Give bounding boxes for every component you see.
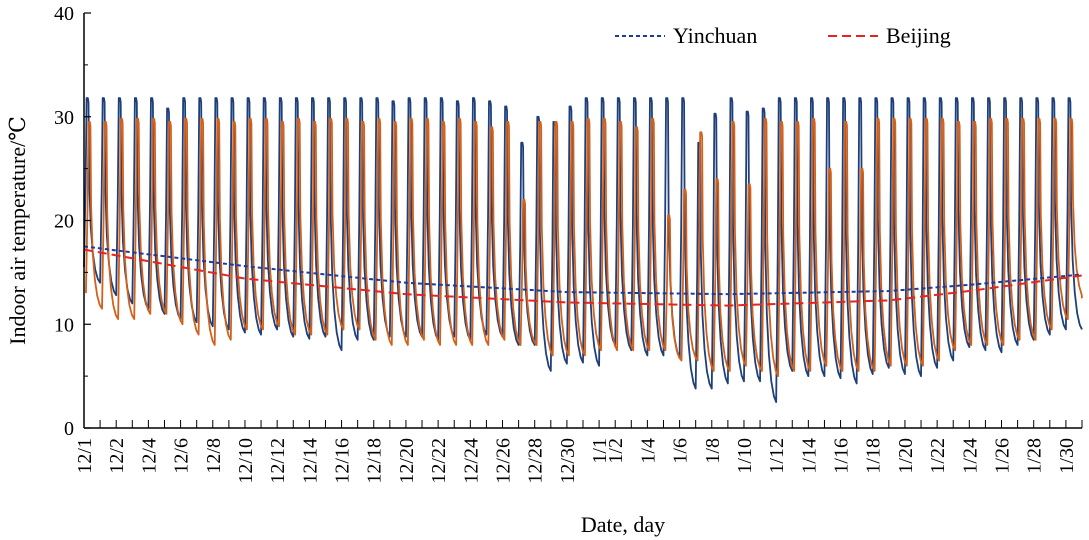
x-tick-label: 12/28 xyxy=(525,438,547,484)
x-tick-label: 12/18 xyxy=(364,438,386,484)
y-tick-label: 10 xyxy=(54,314,74,336)
y-axis-title: Indoor air temperature/℃ xyxy=(5,116,30,345)
x-tick-label: 1/6 xyxy=(670,438,692,464)
measured-line-yinchuan xyxy=(83,97,1083,403)
x-tick-label: 1/4 xyxy=(637,438,659,464)
x-tick-label: 1/2 xyxy=(605,438,627,464)
x-axis-title: Date, day xyxy=(581,512,665,537)
x-tick-label: 12/8 xyxy=(203,438,225,474)
x-tick-label: 12/30 xyxy=(557,438,579,484)
x-tick-label: 1/26 xyxy=(992,438,1014,474)
x-tick-label: 1/24 xyxy=(959,438,981,474)
x-tick-label: 1/16 xyxy=(831,438,853,474)
x-tick-label: 12/26 xyxy=(493,438,515,484)
x-tick-label: 12/24 xyxy=(460,438,482,484)
x-tick-label: 12/1 xyxy=(74,438,96,474)
trend-series-layer xyxy=(83,245,1083,307)
x-tick-label: 12/20 xyxy=(396,438,418,484)
legend: Yinchuan Beijing xyxy=(615,23,951,48)
measured-line-beijing xyxy=(85,117,1083,378)
x-tick-label: 12/12 xyxy=(267,438,289,484)
legend-label-beijing: Beijing xyxy=(886,23,951,48)
x-tick-label: 1/22 xyxy=(927,438,949,474)
x-tick-label: 1/8 xyxy=(702,438,724,464)
trend-line-beijing xyxy=(83,248,1083,307)
x-tick-label: 12/14 xyxy=(299,438,321,484)
x-tick-label: 12/2 xyxy=(106,438,128,474)
x-tick-label: 1/14 xyxy=(798,438,820,474)
x-tick-label: 1/30 xyxy=(1056,438,1078,474)
y-tick-label: 20 xyxy=(54,211,74,233)
x-tick-label: 1/1 xyxy=(589,438,611,464)
x-tick-label: 12/6 xyxy=(171,438,193,474)
y-tick-label: 40 xyxy=(54,3,74,25)
x-tick-label: 12/16 xyxy=(332,438,354,484)
x-tick-label: 12/22 xyxy=(428,438,450,484)
x-tick-label: 1/10 xyxy=(734,438,756,474)
y-tick-label: 30 xyxy=(54,107,74,129)
axes-layer: 0 10 20 30 40 12/1 12/2 12/4 12/6 12/8 12/10 12/12 1… xyxy=(5,3,1083,537)
measured-series-layer xyxy=(83,97,1083,403)
x-tick-label: 12/10 xyxy=(235,438,257,484)
legend-label-yinchuan: Yinchuan xyxy=(673,23,757,48)
x-tick-label: 1/12 xyxy=(766,438,788,474)
x-tick-label: 12/4 xyxy=(138,438,160,474)
x-tick-label: 1/20 xyxy=(895,438,917,474)
x-tick-label: 1/28 xyxy=(1024,438,1046,474)
trend-line-yinchuan xyxy=(83,245,1083,296)
x-tick-label: 1/18 xyxy=(863,438,885,474)
y-tick-label: 0 xyxy=(64,418,74,440)
